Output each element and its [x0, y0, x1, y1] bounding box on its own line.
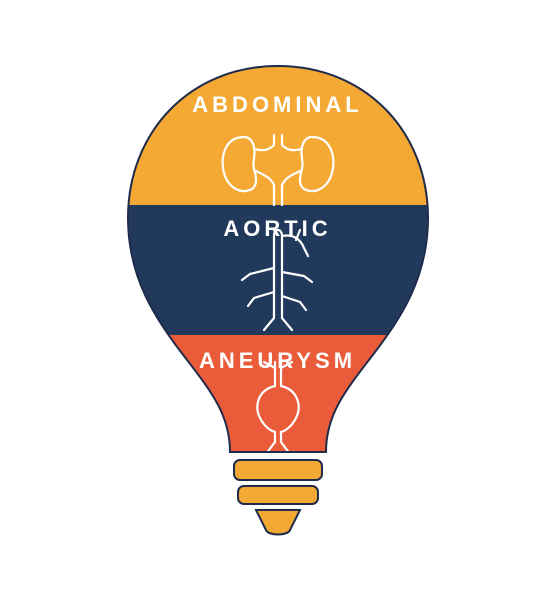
label-aortic: AORTIC [223, 216, 331, 242]
infographic-stage: ABDOMINAL AORTIC ANEURYSM [0, 0, 555, 600]
bulb-base [234, 460, 322, 535]
lightbulb-graphic [118, 60, 438, 540]
label-abdominal: ABDOMINAL [192, 92, 362, 118]
section-bg-abdominal [118, 60, 438, 205]
label-aneurysm: ANEURYSM [199, 348, 356, 374]
